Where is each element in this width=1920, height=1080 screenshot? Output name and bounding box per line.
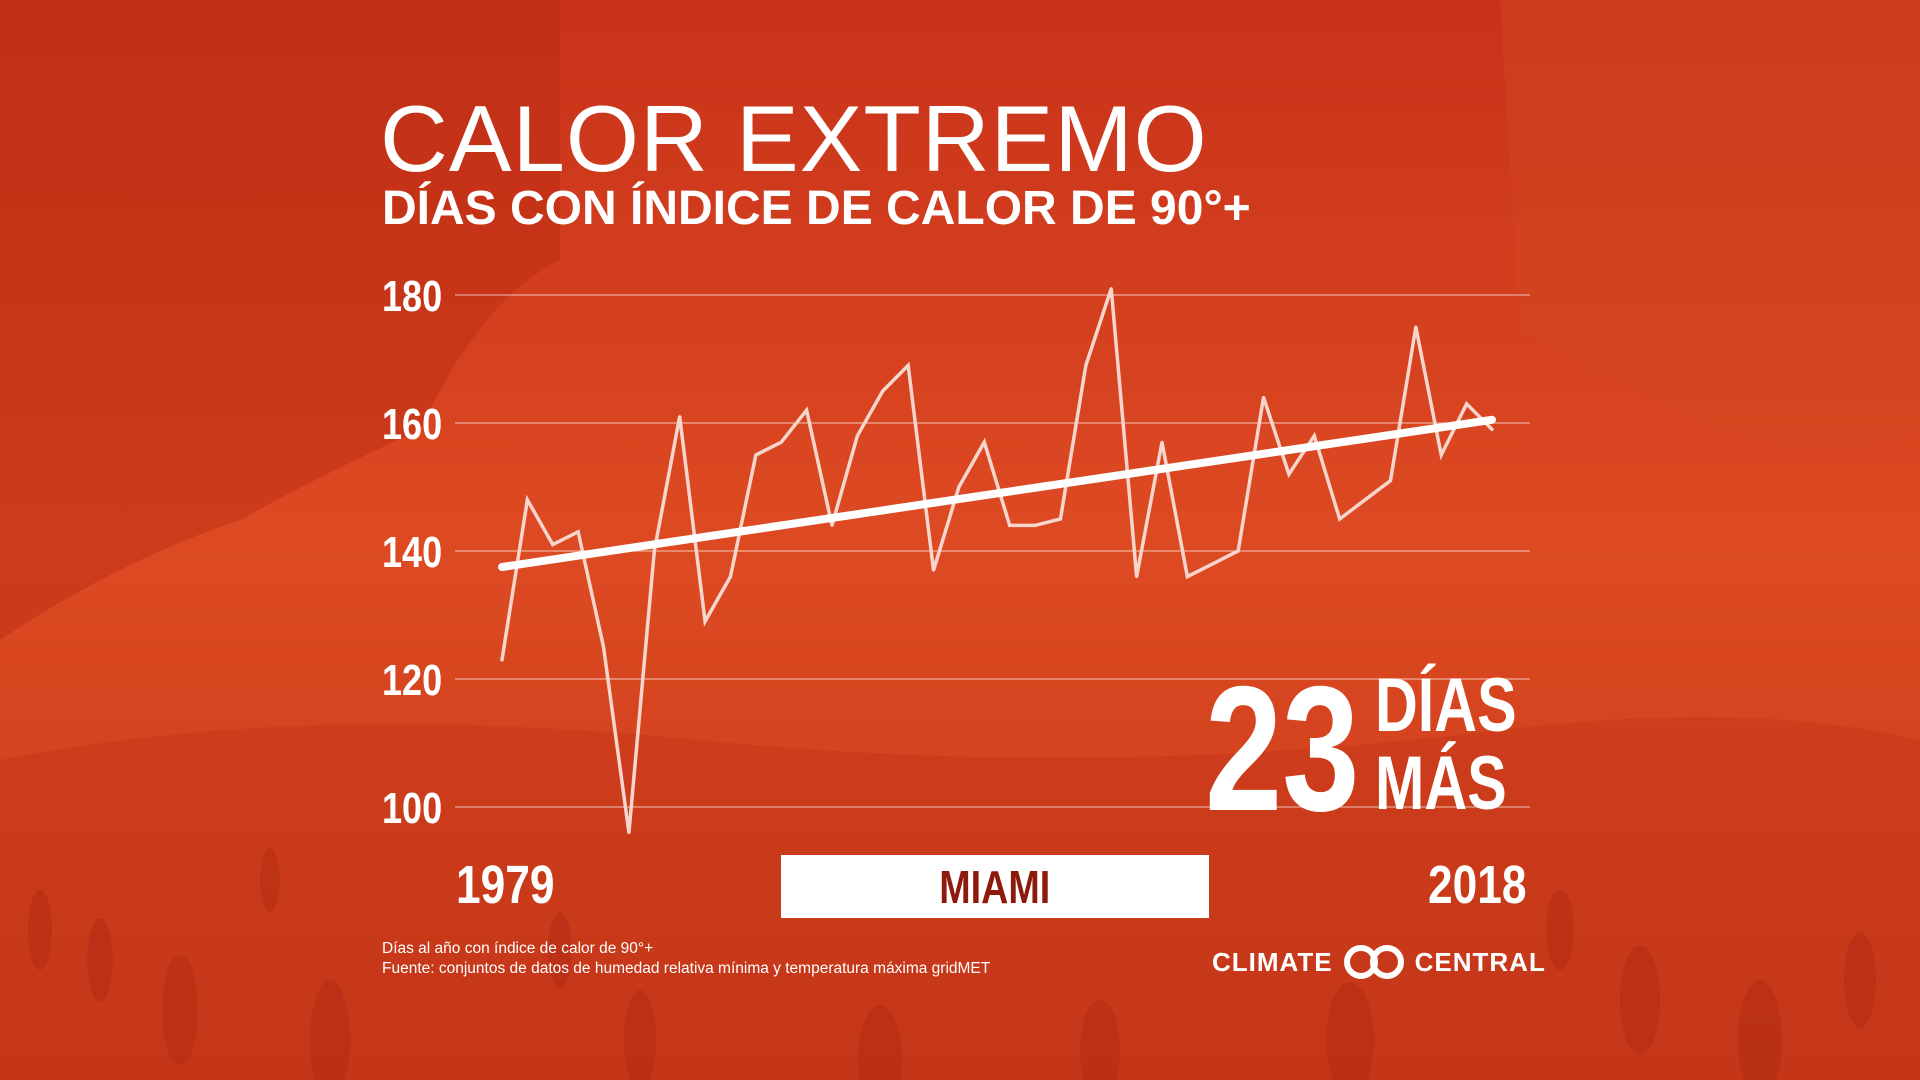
data-point-2005 xyxy=(1160,440,1164,444)
trend-line xyxy=(498,415,1496,571)
data-point-2009 xyxy=(1262,395,1266,399)
data-point-2013 xyxy=(1363,498,1367,502)
data-point-2000 xyxy=(1033,523,1037,527)
data-point-2001 xyxy=(1058,517,1062,521)
data-point-2006 xyxy=(1185,575,1189,579)
data-point-2015 xyxy=(1414,325,1418,329)
data-point-1990 xyxy=(779,440,783,444)
data-point-2018 xyxy=(1490,427,1494,431)
logo-word-left: CLIMATE xyxy=(1212,946,1333,977)
data-point-1982 xyxy=(576,530,580,534)
data-point-2004 xyxy=(1135,575,1139,579)
data-point-1994 xyxy=(881,389,885,393)
data-point-1983 xyxy=(602,645,606,649)
y-tick-label: 180 xyxy=(382,272,442,321)
data-point-1998 xyxy=(982,440,986,444)
chart-subtitle: DÍAS CON ÍNDICE DE CALOR DE 90°+ xyxy=(382,182,1251,235)
data-point-2002 xyxy=(1084,363,1088,367)
data-point-1991 xyxy=(805,408,809,412)
city-label: MIAMI xyxy=(939,860,1051,913)
data-point-2008 xyxy=(1236,549,1240,553)
data-point-1989 xyxy=(754,453,758,457)
data-point-2017 xyxy=(1465,402,1469,406)
data-point-1987 xyxy=(703,619,707,623)
data-point-1997 xyxy=(957,485,961,489)
y-tick-label: 160 xyxy=(382,400,442,449)
data-point-1995 xyxy=(906,363,910,367)
data-point-1981 xyxy=(551,543,555,547)
highlight-word-mas: MÁS xyxy=(1375,741,1507,826)
footnote-source: Fuente: conjuntos de datos de humedad re… xyxy=(382,960,991,977)
data-point-1993 xyxy=(855,434,859,438)
series-line xyxy=(500,288,1494,833)
data-point-1980 xyxy=(525,498,529,502)
footnote-description: Días al año con índice de calor de 90°+ xyxy=(382,940,654,957)
y-axis-ticks: 100 120 140 160 180 xyxy=(382,272,442,833)
y-tick-label: 120 xyxy=(382,656,442,705)
data-point-1988 xyxy=(728,575,732,579)
data-point-2014 xyxy=(1388,479,1392,483)
data-point-2007 xyxy=(1211,562,1215,566)
logo-word-right: CENTRAL xyxy=(1414,946,1546,977)
climate-central-logo: CLIMATE CENTRAL xyxy=(1212,944,1546,980)
data-point-1992 xyxy=(830,523,834,527)
data-point-1984 xyxy=(627,831,631,835)
x-tick-end: 2018 xyxy=(1428,855,1527,915)
data-point-1979 xyxy=(500,658,504,662)
y-tick-label: 100 xyxy=(382,784,442,833)
x-tick-start: 1979 xyxy=(456,855,555,915)
data-point-1985 xyxy=(652,549,656,553)
data-point-1986 xyxy=(678,415,682,419)
data-point-2003 xyxy=(1109,287,1113,291)
data-point-2012 xyxy=(1338,517,1342,521)
highlight-number: 23 xyxy=(1205,649,1360,848)
data-point-2016 xyxy=(1439,453,1443,457)
data-point-1996 xyxy=(932,568,936,572)
data-point-1999 xyxy=(1008,523,1012,527)
series-points xyxy=(500,287,1494,835)
highlight-word-dias: DÍAS xyxy=(1375,663,1517,748)
city-label-box: MIAMI xyxy=(781,855,1209,918)
data-point-2010 xyxy=(1287,472,1291,476)
data-point-2011 xyxy=(1312,434,1316,438)
y-tick-label: 140 xyxy=(382,528,442,577)
chart-title: CALOR EXTREMO xyxy=(380,86,1208,191)
linked-rings-icon xyxy=(1343,945,1404,979)
